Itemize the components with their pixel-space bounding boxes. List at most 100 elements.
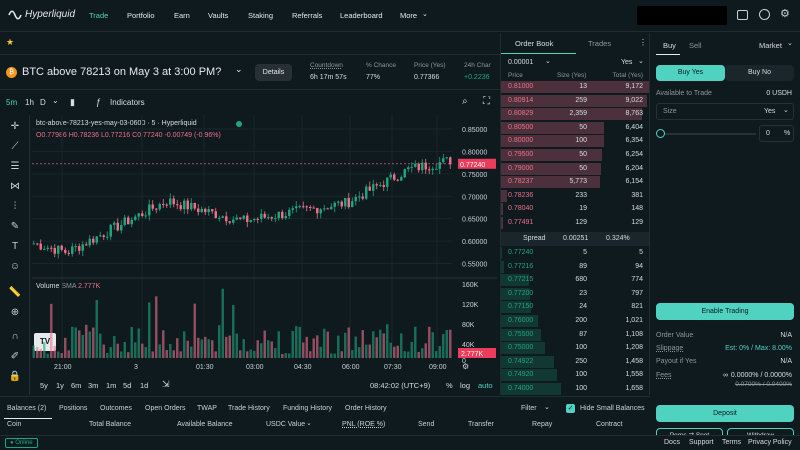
col-available-balance[interactable]: Available Balance (177, 421, 233, 428)
col-total-balance[interactable]: Total Balance (89, 421, 132, 428)
nav-earn[interactable]: Earn (174, 11, 190, 20)
gear-icon[interactable]: ⚙ (780, 8, 790, 20)
ask-row[interactable]: 0.78040 19 148 (501, 203, 649, 216)
range-1y[interactable]: 1y (56, 381, 64, 390)
percent-input[interactable]: 0 % (759, 125, 794, 142)
filter-button[interactable]: Filter (521, 405, 537, 412)
tab-outcomes[interactable]: Outcomes (100, 405, 132, 412)
clock-readout[interactable]: 08:42:02 (UTC+9) (370, 381, 431, 390)
size-slider[interactable] (656, 129, 756, 139)
bid-row[interactable]: 0.77240 5 5 (501, 247, 649, 259)
col-usdc-value[interactable]: USDC Value (266, 421, 306, 428)
bid-row[interactable]: 0.77216 89 94 (501, 260, 649, 273)
bid-row[interactable]: 0.74000 100 1,658 (501, 383, 649, 395)
ask-row[interactable]: 0.79000 50 6,204 (501, 162, 649, 175)
zoom-icon[interactable]: ⊕ (10, 307, 20, 318)
interval-5m[interactable]: 5m (6, 98, 18, 107)
bid-row[interactable]: 0.74922 250 1,458 (501, 355, 649, 368)
nav-portfolio[interactable]: Portfolio (127, 11, 155, 20)
range-3m[interactable]: 3m (88, 381, 99, 390)
bid-row[interactable]: 0.74920 100 1,558 (501, 369, 649, 382)
ask-row[interactable]: 0.80000 100 6,354 (501, 135, 649, 148)
chevron-down-icon[interactable]: ⌄ (52, 96, 59, 105)
emoji-icon[interactable]: ☺ (9, 261, 21, 272)
candle-style-icon[interactable]: ▮ (70, 97, 75, 107)
ask-row[interactable]: 0.81000 13 9,172 (501, 81, 649, 93)
hide-small-checkbox[interactable]: ✓ (566, 404, 575, 413)
link-docs[interactable]: Docs (664, 439, 680, 446)
alert-icon[interactable]: ⌕ (462, 96, 468, 107)
fib-icon[interactable]: ⫶ (13, 201, 17, 212)
more-vert-icon[interactable]: ⋮ (639, 38, 647, 47)
ask-row[interactable]: 0.80829 2,359 8,763 (501, 108, 649, 121)
logo-text[interactable]: Hyperliquid (25, 9, 76, 20)
range-1m[interactable]: 1m (106, 381, 117, 390)
bid-row[interactable]: 0.77150 24 821 (501, 301, 649, 314)
device-icon[interactable] (737, 10, 748, 20)
percent-toggle[interactable]: % (446, 381, 453, 390)
nav-more[interactable]: More (400, 11, 418, 20)
buy-yes-button[interactable]: Buy Yes (656, 65, 725, 81)
chevron-down-icon[interactable]: ⌄ (545, 58, 551, 65)
details-button[interactable]: Details (255, 64, 292, 81)
ask-row[interactable]: 0.80500 50 6,404 (501, 121, 649, 134)
chevron-down-icon[interactable]: ⌄ (783, 107, 789, 114)
text-icon[interactable]: T (11, 241, 19, 252)
chevron-down-icon[interactable]: ⌄ (235, 64, 243, 74)
tab-balances[interactable]: Balances (2) (7, 405, 47, 412)
wallet-address-box[interactable] (637, 6, 727, 25)
bid-row[interactable]: 0.77215 680 774 (501, 274, 649, 287)
chevron-down-icon[interactable]: ⌄ (544, 404, 550, 411)
price-chart[interactable]: 0.85000 0.80000 0.75000 0.70000 0.65000 0.600… (32, 115, 497, 377)
horizontal-line-icon[interactable]: ☰ (10, 161, 20, 172)
auto-toggle[interactable]: auto (478, 381, 493, 390)
size-input[interactable]: Size Yes ⌄ (656, 103, 794, 120)
calendar-icon[interactable]: ⇲ (162, 379, 170, 389)
ask-row[interactable]: 0.77491 129 129 (501, 217, 649, 229)
crosshair-icon[interactable]: ✛ (10, 121, 20, 132)
tab-twap[interactable]: TWAP (197, 405, 217, 412)
buy-no-button[interactable]: Buy No (725, 65, 794, 81)
tab-order-book[interactable]: Order Book (515, 39, 554, 48)
range-5d[interactable]: 5d (123, 381, 132, 390)
market-title[interactable]: BTC above 78213 on May 3 at 3:00 PM? (22, 66, 222, 78)
chevron-down-icon[interactable]: ⌄ (787, 40, 793, 47)
lock-draw-icon[interactable]: ✐ (10, 351, 20, 362)
pattern-icon[interactable]: ⋈ (10, 181, 20, 192)
tab-trades[interactable]: Trades (588, 39, 612, 48)
link-support[interactable]: Support (689, 439, 714, 446)
tab-open-orders[interactable]: Open Orders (145, 405, 186, 412)
side-select[interactable]: Yes (621, 59, 633, 66)
order-type-select[interactable]: Market (759, 41, 782, 50)
col-pnl[interactable]: PNL (ROE %) (342, 421, 386, 428)
hyperliquid-logo-icon[interactable] (8, 10, 22, 20)
deposit-button[interactable]: Deposit (656, 405, 794, 422)
interval-d[interactable]: D (40, 98, 46, 107)
link-privacy[interactable]: Privacy Policy (748, 439, 792, 446)
bid-row[interactable]: 0.75000 100 1,208 (501, 342, 649, 355)
tab-buy[interactable]: Buy (663, 41, 676, 50)
bid-row[interactable]: 0.75500 87 1,108 (501, 328, 649, 341)
size-unit[interactable]: Yes (764, 108, 776, 115)
range-5y[interactable]: 5y (40, 381, 48, 390)
nav-trade[interactable]: Trade (89, 11, 109, 20)
ask-row[interactable]: 0.80914 259 9,022 (501, 94, 649, 107)
range-1d[interactable]: 1d (140, 381, 149, 390)
star-icon[interactable]: ★ (6, 37, 15, 47)
log-toggle[interactable]: log (460, 381, 471, 390)
tab-sell[interactable]: Sell (689, 41, 702, 50)
chevron-down-icon[interactable]: ⌄ (638, 58, 644, 65)
ruler-icon[interactable]: 📏 (8, 287, 22, 298)
tab-order-history[interactable]: Order History (345, 405, 387, 412)
link-terms[interactable]: Terms (722, 439, 742, 446)
ask-row[interactable]: 0.78236 233 381 (501, 189, 649, 202)
nav-leaderboard[interactable]: Leaderboard (340, 11, 383, 20)
tab-trade-history[interactable]: Trade History (228, 405, 270, 412)
bid-row[interactable]: 0.77200 23 797 (501, 287, 649, 300)
range-6m[interactable]: 6m (71, 381, 82, 390)
globe-icon[interactable] (759, 9, 770, 20)
ask-row[interactable]: 0.79500 50 6,254 (501, 149, 649, 161)
nav-referrals[interactable]: Referrals (292, 11, 323, 20)
nav-staking[interactable]: Staking (248, 11, 274, 20)
nav-vaults[interactable]: Vaults (208, 11, 229, 20)
